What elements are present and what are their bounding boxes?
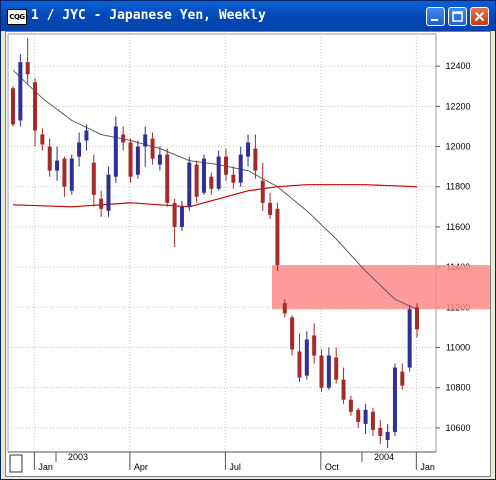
candle-body (165, 154, 170, 203)
candle-body (18, 62, 23, 121)
candle-body (238, 154, 243, 183)
candle-body (356, 409, 361, 422)
moving-average-slow (12, 184, 418, 208)
candle-body (385, 431, 390, 440)
candle-body (326, 355, 331, 388)
minimize-button[interactable] (426, 7, 445, 26)
candle-body (415, 307, 419, 330)
candle-body (77, 142, 82, 157)
candle-body (113, 126, 118, 177)
year-label: 2003 (68, 452, 88, 462)
candle-body (179, 206, 184, 227)
close-button[interactable] (470, 7, 489, 26)
candle-body (341, 379, 346, 400)
y-tick-label: 11000 (446, 343, 470, 353)
close-icon (474, 11, 485, 22)
year-label: 2004 (374, 452, 394, 462)
candle-body (47, 146, 52, 171)
month-label: Jan (420, 462, 435, 472)
candle-body (187, 162, 192, 207)
y-tick-label: 12000 (445, 142, 470, 152)
price-chart[interactable]: 1240012200120001180011600114001120011000… (6, 32, 491, 476)
candle-body (246, 142, 251, 157)
candle-body (128, 142, 133, 177)
candle-body (304, 339, 309, 376)
candle-body (25, 62, 30, 75)
y-tick-label: 11600 (446, 222, 470, 232)
candle-body (253, 148, 258, 171)
window-title: 1 / JYC - Japanese Yen, Weekly (31, 8, 266, 23)
candle-body (91, 162, 96, 195)
candle-body (106, 174, 111, 211)
candle-body (157, 154, 162, 165)
candle-body (407, 309, 412, 368)
chart-area[interactable]: 1240012200120001180011600114001120011000… (5, 31, 491, 477)
corner-box (9, 454, 23, 473)
month-label: Apr (134, 462, 148, 472)
candle-body (201, 158, 206, 193)
maximize-button[interactable] (448, 7, 467, 26)
candle-body (55, 160, 60, 171)
candle-body (216, 156, 221, 189)
maximize-icon (452, 11, 463, 22)
resistance-zone (272, 265, 491, 310)
candle-body (209, 176, 214, 189)
candle-body (99, 198, 104, 209)
candle-body (121, 134, 126, 143)
candle-body (40, 134, 45, 145)
candle-body (392, 367, 397, 432)
y-tick-label: 12200 (445, 101, 470, 111)
candle-body (334, 357, 339, 380)
candle-body (275, 208, 280, 266)
month-label: Jan (38, 462, 53, 472)
candle-body (143, 134, 148, 147)
candle-body (319, 355, 324, 388)
month-label: Oct (325, 462, 340, 472)
candle-body (69, 158, 74, 191)
y-tick-label: 11800 (446, 182, 470, 192)
candle-body (260, 180, 265, 203)
title-bar[interactable]: CQG 1 / JYC - Japanese Yen, Weekly (1, 1, 495, 31)
candle-body (282, 303, 287, 314)
y-tick-label: 10600 (445, 423, 470, 433)
candle-body (194, 164, 199, 197)
candle-body (297, 351, 302, 378)
candle-body (400, 371, 405, 386)
candle-body (231, 174, 236, 183)
y-tick-label: 10800 (445, 383, 470, 393)
candle-body (378, 427, 383, 436)
candle-body (172, 202, 177, 227)
candle-body (268, 202, 273, 215)
candle-body (11, 88, 15, 125)
candle-body (84, 130, 89, 141)
candle-body (312, 335, 317, 356)
candle-body (150, 138, 155, 159)
candle-body (33, 82, 38, 131)
candle-body (224, 156, 229, 175)
app-icon[interactable]: CQG (7, 9, 27, 25)
candle-body (135, 146, 140, 175)
candle-body (363, 409, 368, 424)
candle-body (370, 411, 375, 430)
minimize-icon (431, 19, 438, 21)
y-tick-label: 12400 (445, 61, 470, 71)
month-label: Jul (229, 462, 241, 472)
plot-frame (7, 33, 437, 453)
candle-body (290, 317, 295, 350)
candle-body (348, 399, 353, 412)
candle-body (62, 158, 67, 187)
